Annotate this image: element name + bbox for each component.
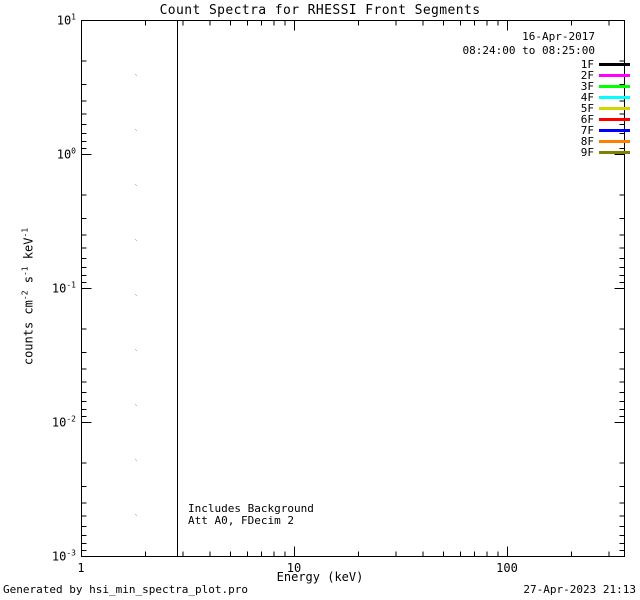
annotation-includes-background: Includes Background <box>188 502 314 515</box>
legend-label-8f: 8F <box>580 135 594 148</box>
ytick-label-1e0: 100 <box>56 146 76 162</box>
legend-item-2f[interactable]: 2F <box>420 69 630 82</box>
legend-swatch-8f <box>599 140 630 143</box>
legend-item-6f[interactable]: 6F <box>420 113 630 126</box>
footer-timestamp: 27-Apr-2023 21:13 <box>523 583 636 596</box>
legend-swatch-4f <box>599 96 630 99</box>
legend-label-3f: 3F <box>580 80 594 93</box>
legend-item-3f[interactable]: 3F <box>420 80 630 93</box>
ytick-label-1e-1: 10-1 <box>51 280 76 296</box>
x-axis-title: Energy (keV) <box>276 570 364 584</box>
xtick-label-100: 100 <box>496 561 518 575</box>
ytick-label-1e-3: 10-3 <box>51 548 76 564</box>
legend-label-4f: 4F <box>580 91 594 104</box>
footer-generated-by: Generated by hsi_min_spectra_plot.pro <box>3 583 249 596</box>
legend-item-7f[interactable]: 7F <box>420 124 630 137</box>
legend-swatch-7f <box>599 129 630 132</box>
legend-label-6f: 6F <box>580 113 594 126</box>
legend-swatch-6f <box>599 118 630 121</box>
ytick-label-1e-2: 10-2 <box>51 414 76 430</box>
legend-label-7f: 7F <box>580 124 594 137</box>
legend-swatch-3f <box>599 85 630 88</box>
xtick-label-10: 10 <box>286 561 302 575</box>
plot-annotations: Includes Background Att A0, FDecim 2 <box>188 503 314 527</box>
legend-label-5f: 5F <box>580 102 594 115</box>
xtick-label-1: 1 <box>77 561 85 575</box>
y-axis-title: counts cm-2 s-1 keV-1 <box>20 227 36 366</box>
legend-swatch-9f <box>599 151 630 154</box>
legend-item-9f[interactable]: 9F <box>420 146 630 159</box>
legend-item-1f[interactable]: 1F <box>420 58 630 71</box>
legend-swatch-5f <box>599 107 630 110</box>
legend-item-8f[interactable]: 8F <box>420 135 630 148</box>
legend-item-4f[interactable]: 4F <box>420 91 630 104</box>
legend-label-2f: 2F <box>580 69 594 82</box>
annotation-att-fdecim: Att A0, FDecim 2 <box>188 514 294 527</box>
legend-swatch-1f <box>599 63 630 66</box>
plot-title: Count Spectra for RHESSI Front Segments <box>159 3 481 18</box>
legend-label-1f: 1F <box>580 58 594 71</box>
legend-date: 16-Apr-2017 <box>522 30 595 43</box>
ytick-label-1e1: 101 <box>56 12 76 28</box>
hatched-region-edge <box>177 20 178 557</box>
legend: 16-Apr-2017 08:24:00 to 08:25:00 1F 2F 3… <box>420 30 630 159</box>
legend-item-5f[interactable]: 5F <box>420 102 630 115</box>
hatched-excluded-region <box>81 20 178 557</box>
legend-time-range: 08:24:00 to 08:25:00 <box>462 44 595 57</box>
legend-swatch-2f <box>599 74 630 77</box>
legend-entries: 1F 2F 3F 4F 5F 6F <box>420 58 630 159</box>
legend-label-9f: 9F <box>580 146 594 159</box>
